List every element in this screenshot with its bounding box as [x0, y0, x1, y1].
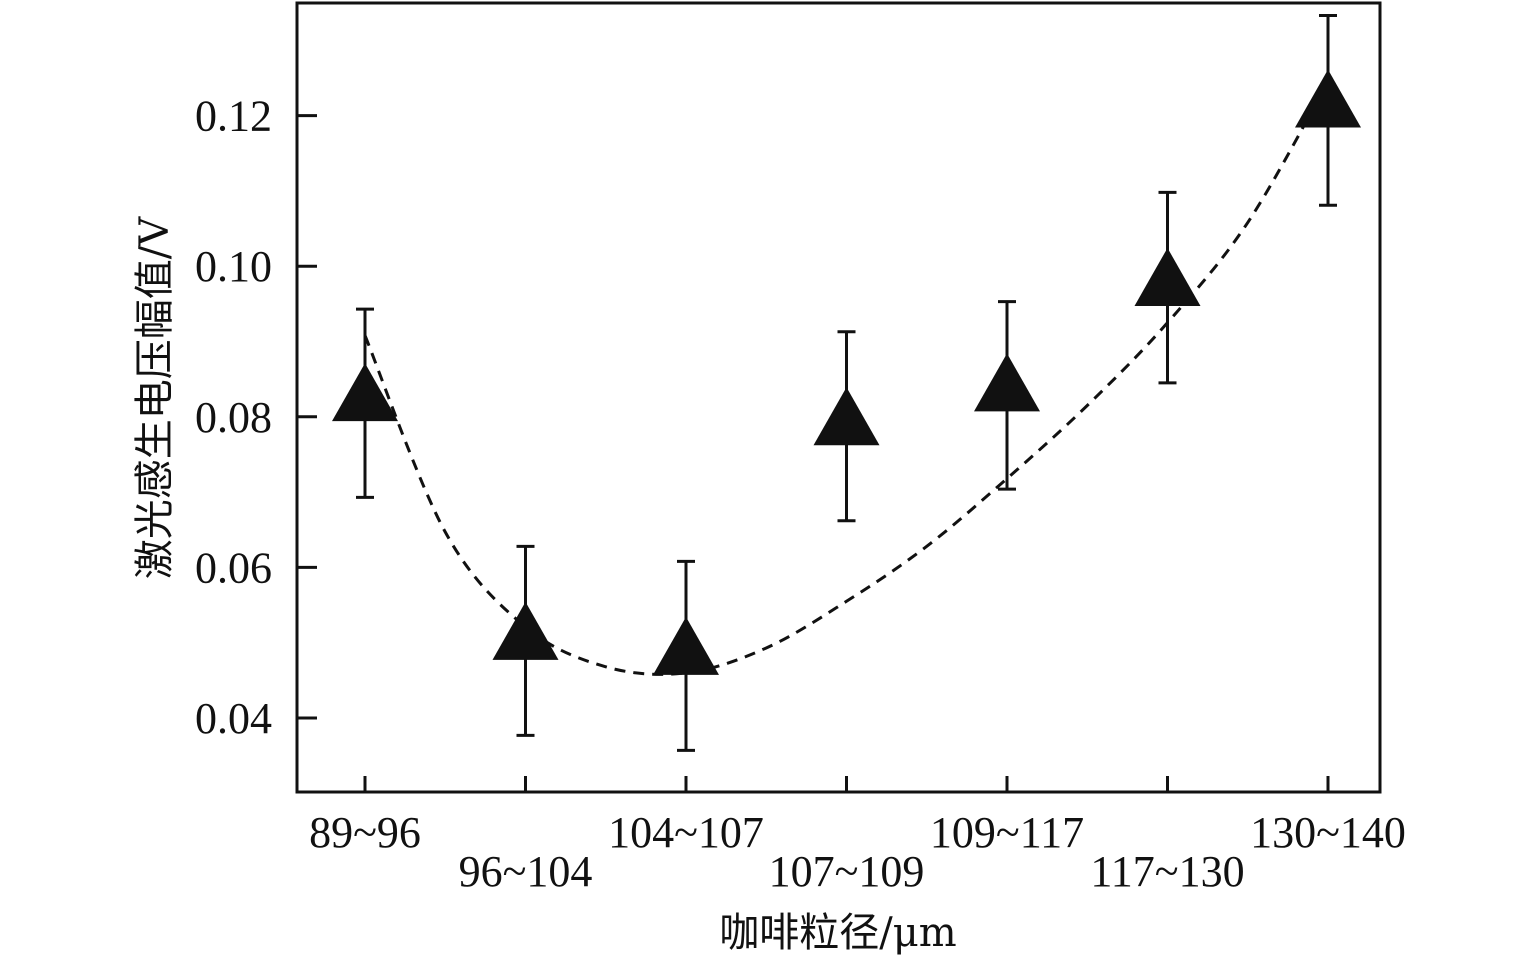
data-point-triangle	[813, 387, 880, 446]
fit-curve-layer	[363, 80, 1330, 676]
fit-curve	[363, 80, 1330, 676]
x-tick-label: 130~140	[1250, 808, 1406, 857]
x-tick-label: 109~117	[930, 808, 1084, 857]
x-tick-label: 104~107	[608, 808, 764, 857]
x-tick-label: 89~96	[309, 808, 421, 857]
y-tick-label: 0.06	[195, 543, 272, 592]
y-axis-title: 激光感生电压幅值/V	[132, 216, 178, 579]
y-axis: 0.04 0.06 0.08 0.10 0.12	[195, 92, 317, 743]
data-point-triangle	[332, 363, 398, 422]
data-point-triangle	[974, 353, 1040, 412]
data-point-triangle	[1295, 69, 1361, 128]
y-tick-label: 0.10	[195, 242, 272, 291]
x-axis-title: 咖啡粒径/μm	[719, 910, 956, 956]
error-bars	[356, 13, 1337, 752]
x-tick-label: 107~109	[769, 847, 925, 896]
data-markers	[332, 69, 1361, 675]
x-tick-label: 117~130	[1090, 847, 1244, 896]
plot-frame	[295, 1, 1382, 794]
x-tick-label: 96~104	[459, 847, 593, 896]
y-tick-label: 0.12	[195, 92, 272, 141]
y-tick-label: 0.08	[195, 393, 272, 442]
y-tick-label: 0.04	[195, 694, 272, 743]
data-point-triangle	[1134, 247, 1201, 306]
data-point-triangle	[653, 616, 719, 675]
data-point-triangle	[492, 601, 559, 660]
x-axis: 89~96 96~104 104~107107~109109~117117~1301…	[309, 776, 1406, 896]
